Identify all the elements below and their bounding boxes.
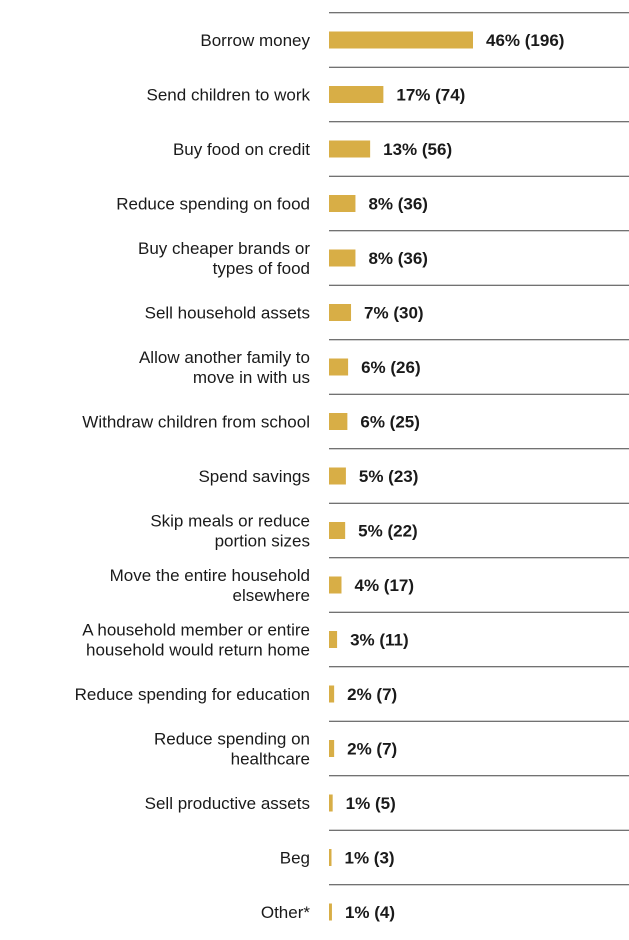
category-label: household would return home xyxy=(86,641,310,660)
bar xyxy=(329,358,349,376)
category-label: types of food xyxy=(213,259,310,278)
value-label: 17% (74) xyxy=(396,86,465,105)
chart-body: 46% (196) Borrow money 17% (74) Send childr… xyxy=(75,12,629,922)
category-label: Buy food on credit xyxy=(173,140,310,159)
bar xyxy=(329,631,338,648)
category-label: Reduce spending on xyxy=(154,730,310,749)
category-label: A household member or entire xyxy=(82,621,310,640)
bar xyxy=(329,140,371,158)
category-label: Allow another family to xyxy=(139,348,310,367)
value-label: 13% (56) xyxy=(383,140,452,159)
category-label: elsewhere xyxy=(233,586,311,605)
category-label: Reduce spending on food xyxy=(116,195,310,214)
category-label: Move the entire household xyxy=(110,566,310,585)
category-label: Spend savings xyxy=(198,467,310,486)
bar xyxy=(329,576,342,594)
value-label: 1% (3) xyxy=(345,849,395,868)
value-label: 46% (196) xyxy=(486,31,564,50)
value-label: 5% (22) xyxy=(358,522,418,541)
value-label: 1% (5) xyxy=(346,794,396,813)
value-label: 5% (23) xyxy=(359,467,419,486)
value-label: 6% (26) xyxy=(361,358,421,377)
value-label: 1% (4) xyxy=(345,903,395,922)
value-label: 6% (25) xyxy=(360,413,420,432)
bar xyxy=(329,249,356,267)
bar xyxy=(329,849,332,866)
bar xyxy=(329,794,333,812)
category-label: Sell household assets xyxy=(145,304,310,323)
bar xyxy=(329,685,335,703)
bar xyxy=(329,31,473,49)
bar xyxy=(329,304,352,321)
category-label: Buy cheaper brands or xyxy=(138,239,310,258)
category-label: healthcare xyxy=(231,750,310,769)
bar xyxy=(329,86,384,103)
category-label: Withdraw children from school xyxy=(82,413,310,432)
category-label: Send children to work xyxy=(147,86,311,105)
value-label: 8% (36) xyxy=(368,249,428,268)
category-label: Reduce spending for education xyxy=(75,685,310,704)
category-label: Skip meals or reduce xyxy=(150,512,310,531)
value-label: 4% (17) xyxy=(354,576,414,595)
bar xyxy=(329,413,348,430)
category-label: Sell productive assets xyxy=(145,794,310,813)
category-label: Other* xyxy=(261,903,311,922)
value-label: 2% (7) xyxy=(347,685,397,704)
value-label: 7% (30) xyxy=(364,304,424,323)
category-label: Borrow money xyxy=(200,31,310,50)
category-label: Beg xyxy=(280,849,310,868)
bar xyxy=(329,740,335,757)
value-label: 8% (36) xyxy=(368,195,428,214)
category-label: portion sizes xyxy=(215,532,310,551)
value-label: 2% (7) xyxy=(347,740,397,759)
value-label: 3% (11) xyxy=(350,631,409,650)
category-label: move in with us xyxy=(193,368,310,387)
bar xyxy=(329,467,346,485)
bar xyxy=(329,522,346,539)
bar xyxy=(329,903,332,921)
bar xyxy=(329,195,356,212)
